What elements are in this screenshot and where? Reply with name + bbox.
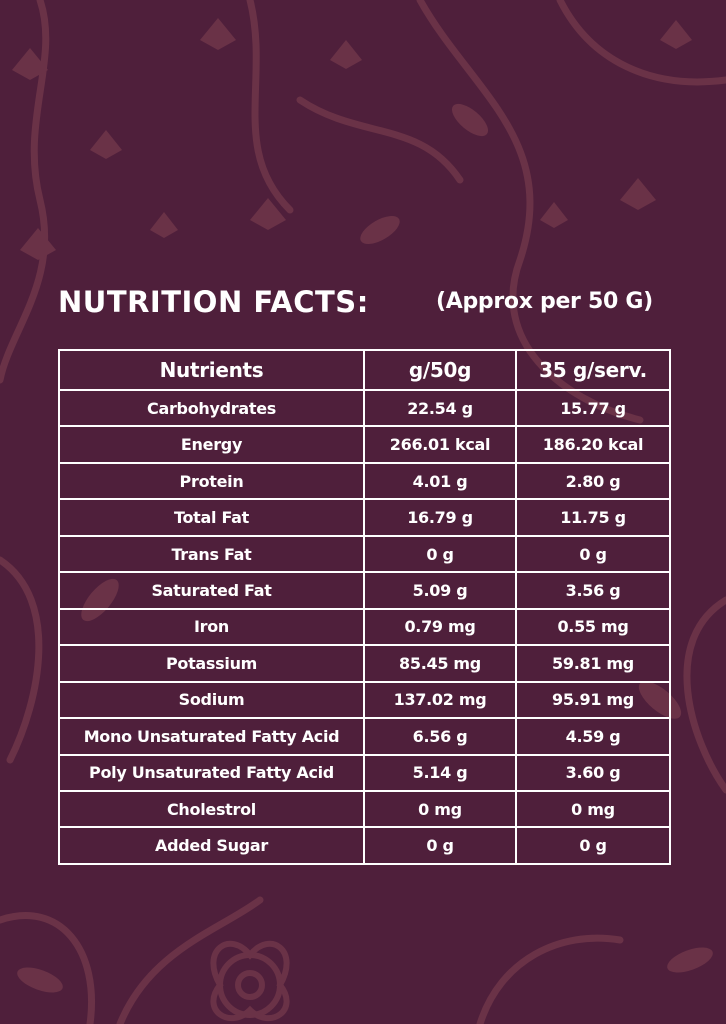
nutrient-name: Sodium [58,680,365,720]
nutrition-heading: NUTRITION FACTS: (Approx per 50 G) [58,283,678,327]
nutrient-name: Carbohydrates [58,388,365,428]
value-per-50g: 266.01 kcal [363,425,517,464]
value-per-serving: 11.75 g [515,498,671,537]
nutrient-name: Trans Fat [58,534,365,574]
table-row: Mono Unsaturated Fatty Acid 6.56 g 4.59 … [58,717,671,756]
value-per-50g: 5.09 g [363,571,517,610]
value-per-50g: 16.79 g [363,498,517,537]
value-per-50g: 6.56 g [363,717,517,756]
nutrition-table: Nutrients g/50g 35 g/serv. Carbohydrates… [58,349,671,865]
nutrient-name: Saturated Fat [58,571,365,610]
value-per-serving: 3.60 g [515,753,671,792]
value-per-serving: 0 g [515,534,671,574]
value-per-serving: 4.59 g [515,717,671,756]
table-row: Potassium 85.45 mg 59.81 mg [58,644,671,683]
nutrient-name: Cholestrol [58,789,365,829]
value-per-serving: 0 g [515,826,671,865]
value-per-50g: 4.01 g [363,461,517,501]
value-per-50g: 0 g [363,826,517,865]
table-row: Energy 266.01 kcal 186.20 kcal [58,425,671,464]
header-per-serving: 35 g/serv. [515,349,671,391]
nutrient-name: Mono Unsaturated Fatty Acid [58,717,365,756]
nutrient-name: Added Sugar [58,826,365,865]
value-per-50g: 0.79 mg [363,607,517,647]
nutrient-name: Poly Unsaturated Fatty Acid [58,753,365,792]
table-row: Poly Unsaturated Fatty Acid 5.14 g 3.60 … [58,753,671,792]
value-per-serving: 186.20 kcal [515,425,671,464]
nutrient-name: Potassium [58,644,365,683]
table-row: Trans Fat 0 g 0 g [58,534,671,574]
value-per-serving: 15.77 g [515,388,671,428]
nutrient-name: Iron [58,607,365,647]
value-per-50g: 5.14 g [363,753,517,792]
value-per-50g: 22.54 g [363,388,517,428]
table-row: Added Sugar 0 g 0 g [58,826,671,865]
nutrient-name: Energy [58,425,365,464]
value-per-serving: 59.81 mg [515,644,671,683]
value-per-serving: 3.56 g [515,571,671,610]
value-per-50g: 0 g [363,534,517,574]
nutrient-name: Protein [58,461,365,501]
table-row: Iron 0.79 mg 0.55 mg [58,607,671,647]
value-per-50g: 0 mg [363,789,517,829]
value-per-serving: 0.55 mg [515,607,671,647]
value-per-50g: 85.45 mg [363,644,517,683]
table-row: Carbohydrates 22.54 g 15.77 g [58,388,671,428]
value-per-serving: 0 mg [515,789,671,829]
value-per-serving: 95.91 mg [515,680,671,720]
table-header-row: Nutrients g/50g 35 g/serv. [58,349,671,391]
table-row: Saturated Fat 5.09 g 3.56 g [58,571,671,610]
heading-subtitle: (Approx per 50 G) [436,289,653,314]
value-per-50g: 137.02 mg [363,680,517,720]
header-nutrients: Nutrients [58,349,365,391]
table-row: Protein 4.01 g 2.80 g [58,461,671,501]
table-row: Cholestrol 0 mg 0 mg [58,789,671,829]
table-row: Total Fat 16.79 g 11.75 g [58,498,671,537]
table-row: Sodium 137.02 mg 95.91 mg [58,680,671,720]
header-per-50g: g/50g [363,349,517,391]
heading-title: NUTRITION FACTS: [58,285,369,319]
value-per-serving: 2.80 g [515,461,671,501]
nutrient-name: Total Fat [58,498,365,537]
